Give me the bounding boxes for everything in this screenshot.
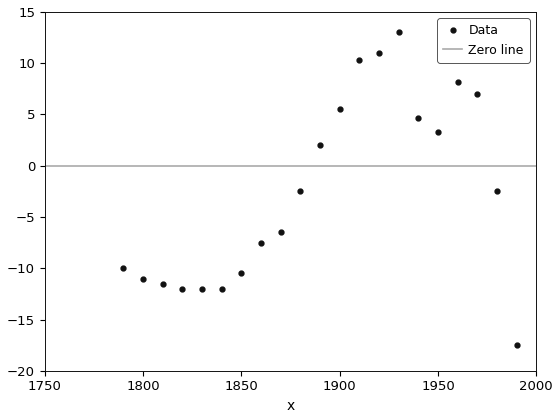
X-axis label: x: x bbox=[286, 399, 295, 413]
Data bbox=[454, 79, 461, 84]
Data bbox=[513, 343, 520, 348]
Data bbox=[493, 189, 500, 194]
Data bbox=[337, 107, 343, 112]
Data bbox=[258, 240, 264, 245]
Data bbox=[356, 58, 363, 63]
Data bbox=[395, 30, 402, 35]
Data bbox=[238, 271, 245, 276]
Data bbox=[415, 115, 422, 120]
Line: Data: Data bbox=[119, 28, 521, 350]
Data bbox=[435, 129, 441, 134]
Data bbox=[199, 286, 206, 291]
Data bbox=[297, 189, 304, 194]
Data bbox=[218, 286, 225, 291]
Data bbox=[179, 286, 186, 291]
Data bbox=[140, 276, 147, 281]
Data bbox=[474, 92, 480, 97]
Data bbox=[376, 50, 382, 55]
Data bbox=[277, 230, 284, 235]
Data bbox=[120, 266, 127, 271]
Data bbox=[160, 281, 166, 286]
Data bbox=[316, 143, 323, 148]
Legend: Data, Zero line: Data, Zero line bbox=[437, 18, 530, 63]
